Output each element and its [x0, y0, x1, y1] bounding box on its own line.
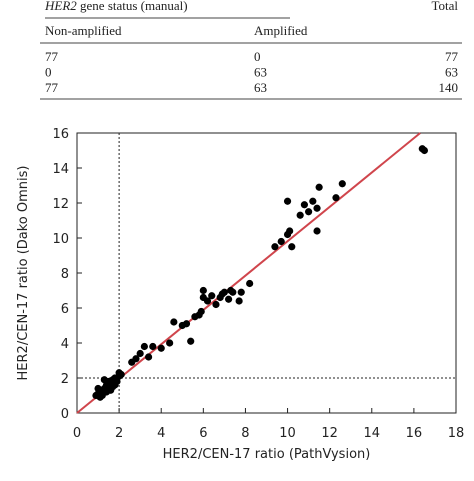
point	[182, 320, 191, 328]
y-tick-label: 12	[52, 197, 69, 212]
point	[296, 211, 304, 219]
point	[166, 339, 174, 347]
point	[136, 349, 144, 358]
point	[288, 243, 296, 251]
cell: 77	[445, 49, 459, 64]
x-tick-label: 6	[199, 426, 207, 441]
point	[315, 183, 323, 191]
point	[332, 194, 340, 202]
header-gene: HER2 gene status (manual)	[44, 0, 188, 13]
y-tick-label: 2	[61, 372, 69, 387]
x-tick-label: 14	[364, 426, 381, 441]
point	[197, 307, 205, 316]
point	[117, 370, 125, 379]
point	[313, 227, 321, 235]
cell: 0	[45, 65, 52, 80]
point	[203, 297, 212, 305]
table: HER2 gene status (manual) Total Non-ampl…	[40, 0, 462, 100]
cell: 0	[254, 49, 261, 64]
cell: 63	[445, 65, 458, 80]
cell: 77	[45, 49, 59, 64]
point	[144, 353, 153, 361]
point	[338, 180, 346, 188]
point	[170, 318, 178, 326]
subheader: Amplified	[254, 23, 308, 38]
point	[94, 384, 102, 393]
header-gene-rest: gene status (manual)	[80, 0, 188, 13]
point	[187, 337, 195, 345]
scatter-plot: 0 2 4 6 8 10 12 14 16 18 0 2 4 6 8 10 12 14 16 HER2/CEN-17 …	[16, 127, 464, 462]
point	[305, 208, 313, 216]
x-tick-label: 16	[406, 426, 423, 441]
y-tick-label: 14	[52, 162, 69, 177]
y-tick-label: 10	[52, 232, 69, 247]
header-gene-italic: HER2	[44, 0, 77, 13]
point	[277, 237, 285, 246]
y-axis-label: HER2/CEN-17 ratio (Dako Omnis)	[16, 166, 31, 381]
header-total: Total	[431, 0, 458, 13]
point	[199, 286, 207, 295]
point	[300, 201, 308, 209]
y-tick-label: 16	[52, 127, 69, 142]
y-tick-label: 6	[61, 302, 69, 317]
x-tick-label: 4	[157, 426, 165, 441]
point	[237, 288, 245, 296]
point	[212, 300, 220, 309]
subheader: Non-amplified	[45, 23, 122, 38]
point	[225, 295, 233, 303]
x-axis-label: HER2/CEN-17 ratio (PathVysion)	[163, 447, 371, 462]
point	[229, 288, 237, 296]
point	[286, 227, 294, 235]
cell: 140	[439, 80, 459, 95]
point	[96, 393, 104, 401]
point	[149, 342, 157, 351]
y-tick-label: 8	[61, 267, 69, 282]
point	[191, 313, 199, 321]
cell: 63	[254, 65, 267, 80]
fit-line	[76, 132, 421, 414]
cell: 63	[254, 80, 267, 95]
x-tick-label: 2	[115, 426, 123, 441]
y-tick-label: 0	[61, 407, 69, 422]
plot-frame	[76, 132, 457, 414]
point	[235, 297, 243, 305]
y-tick-label: 4	[61, 337, 69, 352]
x-tick-label: 0	[73, 426, 81, 441]
x-tick-label: 8	[241, 426, 249, 441]
point	[140, 342, 148, 351]
x-tick-label: 18	[448, 426, 465, 441]
point	[313, 204, 321, 212]
x-tick-label: 10	[279, 426, 296, 441]
point	[309, 197, 317, 205]
point	[157, 344, 165, 352]
point	[283, 197, 292, 205]
x-tick-label: 12	[321, 426, 338, 441]
point	[132, 355, 140, 363]
point	[246, 279, 254, 288]
point	[271, 243, 279, 251]
point	[208, 292, 216, 300]
cell: 77	[45, 80, 59, 95]
point	[100, 376, 108, 384]
point	[420, 146, 429, 155]
point	[218, 290, 226, 298]
